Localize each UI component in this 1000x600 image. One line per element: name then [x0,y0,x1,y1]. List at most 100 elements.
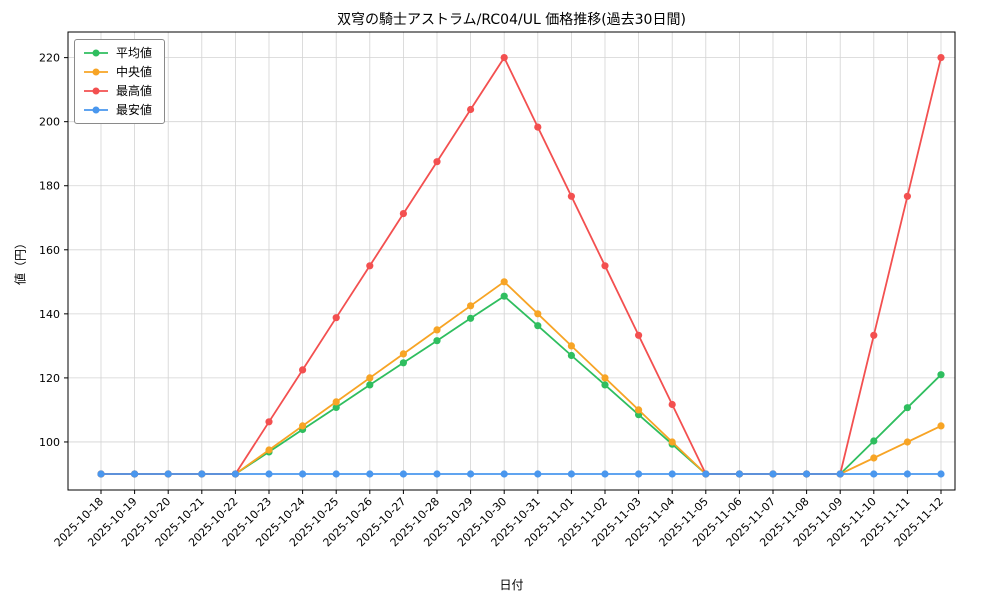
data-point [332,314,340,322]
y-axis-label: 値（円） [13,236,28,286]
data-point [803,470,811,478]
y-tick-label: 100 [39,436,60,449]
data-point [601,374,609,382]
y-tick-label: 200 [39,116,60,129]
data-point [903,404,912,412]
data-point [567,192,576,200]
data-point [870,454,878,462]
data-point [937,371,945,379]
series-3 [97,470,945,478]
data-point [870,331,878,339]
data-point [299,422,307,430]
gridlines [68,32,955,490]
x-axis-label: 日付 [499,578,524,592]
data-point [399,359,407,367]
data-point [836,470,844,478]
y-tick-label: 180 [39,180,60,193]
legend-label: 最高値 [116,84,153,98]
data-point [635,331,643,339]
data-point [332,470,340,478]
data-point [702,470,710,478]
data-point [601,381,609,389]
x-axis: 2025-10-182025-10-192025-10-202025-10-21… [52,490,946,549]
y-tick-label: 140 [39,308,60,321]
data-point [299,366,307,374]
data-point [332,398,340,406]
data-point [265,418,273,426]
data-point [534,310,542,318]
data-point [366,381,374,389]
chart-title: 双穹の騎士アストラム/RC04/UL 価格推移(過去30日間) [337,12,686,28]
y-tick-label: 220 [39,52,60,65]
data-point [97,470,105,478]
data-point [769,470,777,478]
data-point [668,470,676,478]
data-point [399,350,407,358]
data-point [433,337,441,345]
data-point [299,470,307,478]
data-point [265,446,273,454]
legend-label: 中央値 [116,65,153,79]
data-point [433,326,441,334]
data-point [500,292,508,300]
data-point [467,105,475,114]
y-tick-label: 120 [39,372,60,385]
data-point [903,470,912,478]
data-point [635,406,643,414]
data-point [366,470,374,478]
legend-item: 最安値 [83,103,152,117]
legend-item: 平均値 [83,46,152,60]
data-point [366,262,374,270]
data-point [131,470,139,478]
data-point [735,470,744,478]
data-point [198,470,206,478]
data-point [567,342,576,350]
data-point [567,351,576,360]
data-point [467,302,475,310]
data-point [601,470,609,478]
data-point [366,374,374,382]
y-tick-label: 160 [39,244,60,257]
plot-background [68,32,955,490]
data-point [903,192,912,200]
data-point [399,210,407,218]
legend-marker-icon [84,87,108,95]
legend-marker-icon [84,68,108,76]
data-point [668,400,676,409]
data-point [903,438,912,446]
data-point [870,437,878,445]
data-point [433,158,441,166]
data-point [467,314,475,322]
legend-marker-icon [84,106,108,114]
data-point [500,278,508,286]
data-point [534,123,542,131]
data-point [567,470,576,478]
data-point [399,470,407,478]
data-point [534,322,542,330]
data-point [467,470,475,478]
data-point [668,438,676,446]
data-point [332,403,340,411]
data-point [433,470,441,478]
data-point [164,470,172,478]
legend-label: 平均値 [116,46,153,60]
data-point [500,470,508,478]
plot-border [67,31,956,491]
data-point [265,470,273,478]
data-point [635,470,643,478]
legend-marker-icon [84,49,108,57]
legend-item: 最高値 [83,84,152,98]
data-point [534,470,542,478]
legend: 平均値中央値最高値最安値 [74,39,166,124]
data-point [937,54,945,62]
data-point [601,262,609,270]
data-point [937,422,945,430]
legend-item: 中央値 [83,65,152,79]
y-axis: 100 120 140 160 180 200 220 [39,52,68,449]
legend-label: 最安値 [116,103,153,117]
data-point [231,470,239,478]
data-point [937,470,945,478]
data-point [870,470,878,478]
